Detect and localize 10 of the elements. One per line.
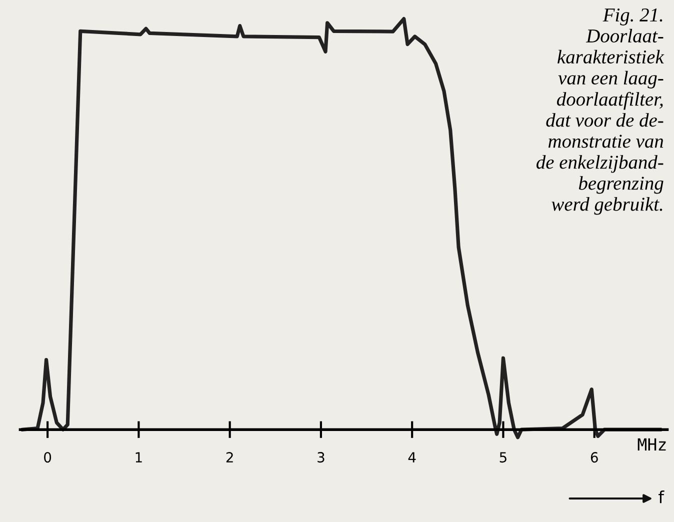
x-tick-label: 3 (318, 452, 324, 463)
x-tick-label: 1 (136, 452, 142, 462)
x-tick-label: 2 (226, 452, 233, 462)
text: MHz (638, 438, 666, 451)
chart-title: Fig. 21. Doorlaat- karakteristiek van een laag- doorlaatfilter, dat voor de de- monstratie van de enkelzijband- begrenzing werd gebruikt. (536, 8, 664, 215)
x-tick-label: 5 (500, 452, 506, 463)
x-axis-title: f (658, 490, 664, 504)
x-tick-label: 0 (44, 452, 52, 463)
x-tick-label: 4 (408, 452, 416, 462)
x-tick-label: 6 (590, 452, 598, 463)
